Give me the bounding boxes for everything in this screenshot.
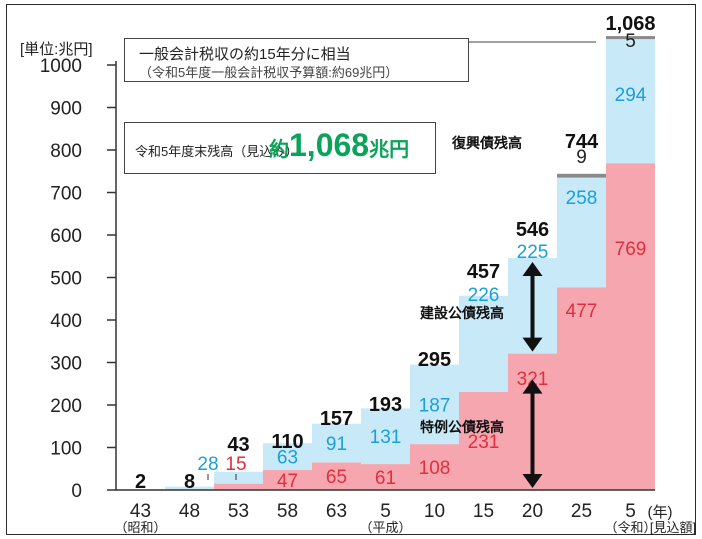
bar-construction-10 [606,38,655,164]
tax-multiple-note: 一般会計税収の約15年分に相当 （令和5年度一般会計税収予算額:約69兆円） [124,38,469,82]
label-total-10: 1,068 [605,13,655,35]
label-construction-3: 63 [277,448,298,469]
label-special-4: 65 [326,467,347,488]
total-balance-unit: 兆円 [369,139,410,161]
era-label-10: （令和） [604,520,656,535]
bar-reconstruction-9 [557,173,606,178]
label-total-9: 744 [565,131,599,153]
x-tick-label-0: 43 [130,501,151,522]
bar-special-10 [606,163,655,491]
x-tick-label-6: 10 [424,501,445,522]
total-balance-value: 約1,068兆円 [269,127,409,164]
bar-reconstruction-10 [606,36,655,40]
label-construction-2: 28 [197,454,218,475]
y-tick-label-600: 600 [50,226,82,247]
x-axis-suffix-year: (年) [648,504,673,521]
y-tick-label-900: 900 [50,99,82,120]
arrow-special-head-top [522,379,543,394]
x-tick-label-2: 53 [228,501,249,522]
label-construction-10: 294 [615,85,647,106]
arrow-construction-head-bottom [522,337,543,352]
y-tick-label-800: 800 [50,141,82,162]
x-tick-label-4: 63 [326,501,347,522]
label-total-0: 2 [135,471,146,493]
label-construction-4: 91 [326,434,347,455]
label-total-1: 8 [184,471,195,493]
y-tick-label-100: 100 [50,439,82,460]
label-construction-5: 131 [370,427,402,448]
bar-construction-3 [263,443,312,471]
label-special-10: 769 [615,239,647,260]
x-axis-suffix-estimate: [見込額] [650,520,696,535]
bar-special-4 [312,462,361,490]
bar-construction-7 [459,295,508,392]
label-reconstruction-10: 5 [625,31,636,52]
unit-label: [単位:兆円] [20,41,93,58]
bar-special-9 [557,287,606,490]
label-reconstruction-9: 9 [576,147,587,168]
x-tick-label-9: 25 [571,501,592,522]
x-tick-label-5: 5 [380,501,391,522]
total-balance-note: 令和5年度末残高（見込み） 約1,068兆円 [124,122,436,174]
y-tick-label-500: 500 [50,269,82,290]
label-construction-6: 187 [419,395,451,416]
x-tick-label-1: 48 [179,501,200,522]
bar-construction-6 [410,364,459,445]
y-tick-label-1000: 1000 [40,56,82,77]
y-tick-label-0: 0 [71,481,82,502]
label-construction-series: 建設公債残高 [420,305,504,321]
arrow-special-head-bottom [522,474,543,488]
label-total-6: 295 [418,349,451,371]
bar-construction-2 [214,471,263,484]
label-total-7: 457 [467,261,500,283]
label-special-5: 61 [375,468,396,489]
label-special-8: 321 [517,369,549,390]
tax-multiple-line2: （令和5年度一般会計税収予算額:約69兆円） [139,65,399,80]
label-total-5: 193 [369,394,402,416]
label-construction-9: 258 [566,188,598,209]
total-balance-prefix: 約 [269,139,289,161]
bar-special-7 [459,391,508,490]
label-special-9: 477 [566,301,598,322]
label-total-8: 546 [516,219,549,241]
bar-special-2 [214,483,263,490]
x-tick-label-10: 5 [625,501,636,522]
tax-multiple-line1: 一般会計税収の約15年分に相当 [139,46,351,63]
label-construction-7: 226 [468,285,500,306]
era-label-0: （昭和） [114,520,166,535]
label-special-6: 108 [419,458,451,479]
bar-construction-5 [361,408,410,465]
x-tick-label-3: 58 [277,501,298,522]
bar-special-6 [410,444,459,490]
label-reconstruction-series: 復興債残高 [451,135,522,151]
bar-construction-1 [165,486,214,490]
bar-construction-9 [557,177,606,288]
bar-special-3 [263,470,312,490]
y-tick-label-700: 700 [50,184,82,205]
era-label-5: （平成） [359,520,411,535]
label-total-4: 157 [320,408,353,430]
label-total-3: 110 [271,431,303,453]
label-total-2: 43 [227,434,249,456]
total-balance-label: 令和5年度末残高（見込み） [135,144,299,159]
bar-special-5 [361,464,410,490]
y-tick-label-200: 200 [50,396,82,417]
arrow-construction-head-top [522,261,543,276]
label-special-3: 47 [277,471,298,492]
x-tick-label-7: 15 [473,501,494,522]
label-special-series: 特例公債残高 [420,419,504,435]
y-tick-label-300: 300 [50,354,82,375]
x-tick-label-8: 20 [522,501,543,522]
label-special-2: 15 [225,454,246,475]
label-special-7: 231 [468,432,500,453]
y-tick-label-400: 400 [50,311,82,332]
bar-construction-4 [312,423,361,463]
label-construction-8: 225 [517,242,549,263]
total-balance-number: 1,068 [289,127,370,163]
